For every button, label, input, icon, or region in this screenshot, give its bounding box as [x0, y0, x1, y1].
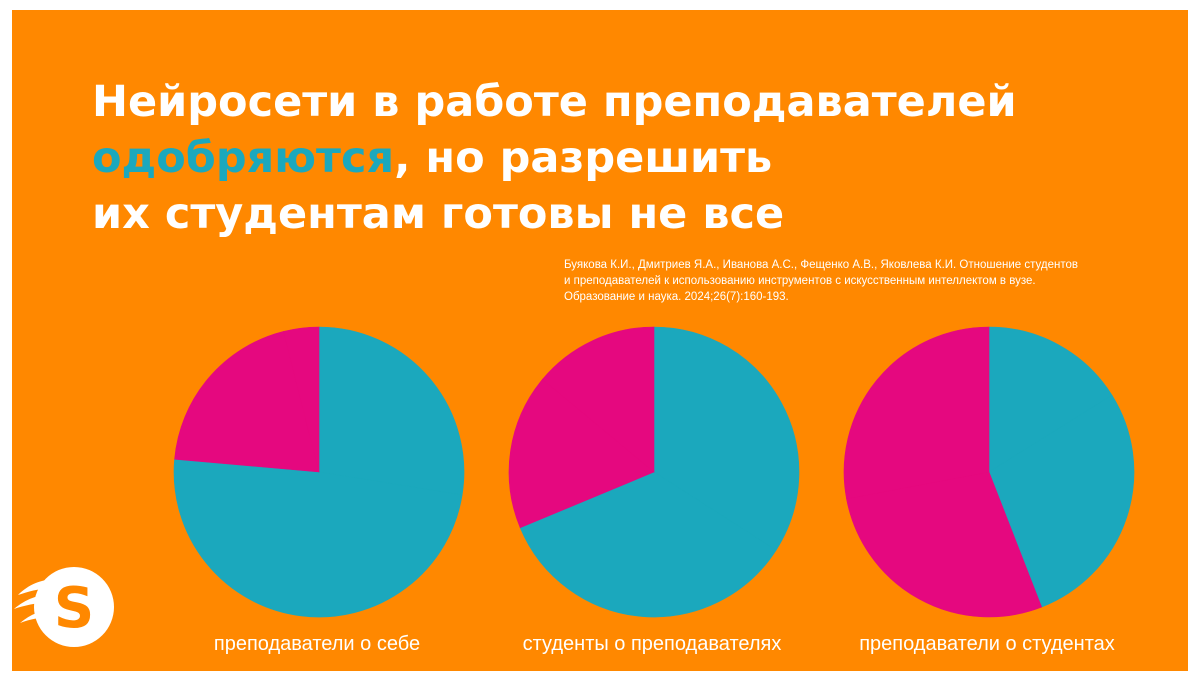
citation-line-1: Буякова К.И., Дмитриев Я.А., Иванова А.С…	[564, 259, 1078, 271]
pie-1-slice-2	[173, 458, 463, 618]
pie-3-slice-2	[988, 394, 1135, 608]
pie-label-teachers-self: преподаватели о себе	[213, 633, 421, 655]
pie-chart-3	[843, 326, 1135, 618]
pie-label-teachers-on-students: преподаватели о студентах	[859, 633, 1115, 655]
pie-label-students-on-teachers: студенты о преподавателях	[522, 633, 782, 655]
pie-3-slice-1	[988, 326, 1113, 473]
pie-charts	[173, 326, 1135, 618]
winged-s-logo-icon: S	[14, 567, 114, 647]
title-accent-word: одобряются	[92, 133, 395, 183]
title-line-3: их студентам готовы не все	[92, 189, 785, 239]
svg-text:S: S	[54, 576, 94, 641]
citation-line-2: и преподавателей к использованию инструм…	[564, 275, 1036, 287]
citation-line-3: Образование и наука. 2024;26(7):160-193.	[564, 291, 789, 303]
title-line-2-rest: , но разрешить	[394, 133, 773, 183]
pie-2-slice-4	[542, 326, 655, 473]
pie-chart-2	[508, 326, 800, 618]
pie-chart-1	[173, 326, 465, 618]
pie-2-slice-1	[653, 326, 800, 551]
slide-title: Нейросети в работе преподавателей одобря…	[92, 74, 1172, 242]
pie-1-slice-4	[283, 326, 320, 473]
title-line-1: Нейросети в работе преподавателей	[92, 77, 1017, 127]
pie-3-slice-3	[846, 471, 1043, 618]
citation: Буякова К.И., Дмитриев Я.А., Иванова А.С…	[564, 257, 1164, 305]
title-line-2: одобряются, но разрешить	[92, 130, 1172, 186]
pie-2-slice-3	[508, 378, 655, 529]
pie-2-slice-2	[519, 471, 777, 618]
pie-3-slice-4	[843, 326, 990, 500]
pie-1-slice-3	[174, 331, 320, 473]
slide: Нейросети в работе преподавателей одобря…	[12, 10, 1188, 671]
pie-1-slice-1	[318, 326, 465, 496]
